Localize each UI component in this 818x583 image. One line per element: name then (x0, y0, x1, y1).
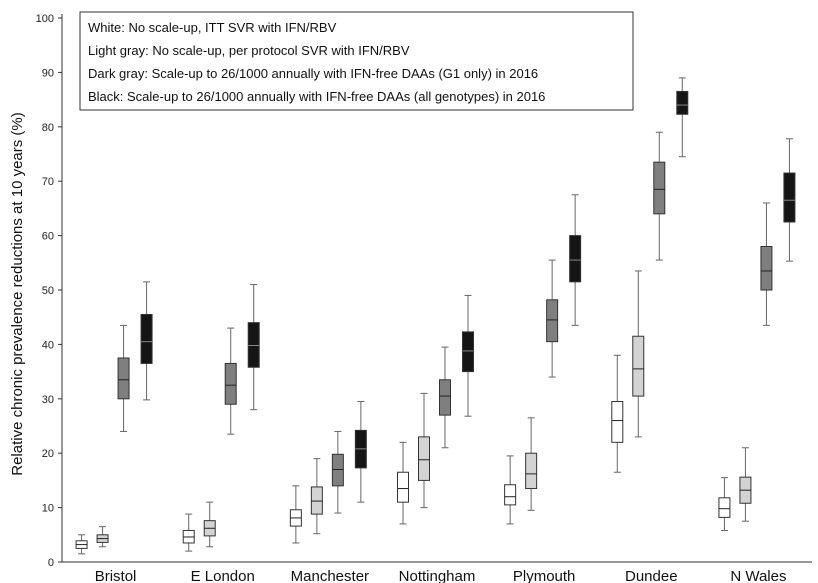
y-tick-label: 70 (42, 176, 54, 188)
box-dundee-series-1 (611, 354, 624, 473)
legend: White: No scale-up, ITT SVR with IFN/RBV… (79, 11, 634, 111)
box-iqr (224, 362, 237, 405)
y-tick-label: 30 (42, 394, 54, 406)
legend-entry: Dark gray: Scale-up to 26/1000 annually … (88, 66, 538, 81)
plot-area: 0 10 20 30 40 50 60 70 80 90 100 Bristol E London Man… (36, 13, 812, 583)
box-iqr (418, 436, 430, 481)
box-iqr (140, 313, 153, 364)
box-iqr (653, 161, 666, 215)
box-bristol-series-1 (75, 534, 88, 555)
box-bristol-series-3 (117, 324, 130, 432)
box-nottingham-series-4 (462, 294, 474, 417)
box-e-london-series-1 (182, 513, 195, 552)
y-tick-label: 20 (42, 448, 54, 460)
x-category-label: Bristol (95, 568, 137, 583)
box-iqr (504, 484, 517, 506)
box-iqr (676, 90, 689, 115)
box-iqr (310, 486, 323, 515)
box-iqr (331, 453, 344, 487)
box-iqr (247, 322, 260, 368)
legend-entry: Black: Scale-up to 26/1000 annually with… (88, 89, 545, 104)
box-iqr (462, 331, 474, 373)
y-tick-label: 50 (42, 285, 54, 297)
box-iqr (760, 245, 773, 291)
box-plymouth-series-4 (569, 194, 582, 326)
x-category-label: Nottingham (399, 568, 476, 583)
box-iqr (569, 235, 582, 283)
box-nottingham-series-2 (418, 392, 430, 509)
box-n-wales-series-1 (718, 477, 731, 531)
y-tick-label: 90 (42, 67, 54, 79)
x-category-label: E London (191, 568, 255, 583)
y-tick-label: 100 (36, 13, 54, 25)
box-iqr (783, 172, 796, 223)
box-e-london-series-3 (224, 327, 237, 435)
y-tick-label: 40 (42, 339, 54, 351)
box-plymouth-series-1 (504, 455, 517, 525)
box-manchester-series-2 (310, 458, 323, 535)
box-e-london-series-2 (203, 501, 216, 548)
legend-entry: Light gray: No scale-up, per protocol SV… (88, 43, 410, 58)
y-tick-label: 60 (42, 231, 54, 243)
y-tick-label: 0 (48, 557, 54, 569)
box-e-london-series-4 (247, 284, 260, 411)
box-iqr (718, 497, 731, 518)
box-dundee-series-3 (653, 131, 666, 261)
y-tick-label: 80 (42, 122, 54, 134)
box-dundee-series-2 (632, 270, 645, 438)
box-iqr (397, 471, 409, 503)
box-bristol-series-2 (96, 526, 109, 548)
x-category-label: Plymouth (513, 568, 576, 583)
box-nottingham-series-1 (397, 441, 409, 525)
box-dundee-series-4 (676, 77, 689, 158)
x-category-label: Dundee (625, 568, 678, 583)
box-n-wales-series-3 (760, 202, 773, 326)
box-iqr (439, 379, 451, 416)
legend-entry: White: No scale-up, ITT SVR with IFN/RBV (88, 20, 337, 35)
box-bristol-series-4 (140, 281, 153, 401)
legend-box (79, 11, 634, 111)
box-manchester-series-4 (354, 401, 367, 503)
box-iqr (546, 299, 559, 343)
box-iqr (611, 401, 624, 443)
box-manchester-series-1 (289, 485, 302, 544)
y-tick-label: 10 (42, 503, 54, 515)
y-axis-label: Relative chronic prevalence reductions a… (9, 112, 26, 476)
box-manchester-series-3 (331, 430, 344, 514)
box-iqr (117, 357, 130, 400)
box-n-wales-series-4 (783, 138, 796, 262)
box-iqr (632, 335, 645, 397)
box-plymouth-series-3 (546, 259, 559, 378)
box-plymouth-series-2 (525, 417, 538, 511)
box-n-wales-series-2 (739, 447, 752, 522)
box-iqr (525, 452, 538, 490)
x-category-label: N Wales (730, 568, 786, 583)
x-category-label: Manchester (291, 568, 369, 583)
box-nottingham-series-3 (439, 346, 451, 449)
